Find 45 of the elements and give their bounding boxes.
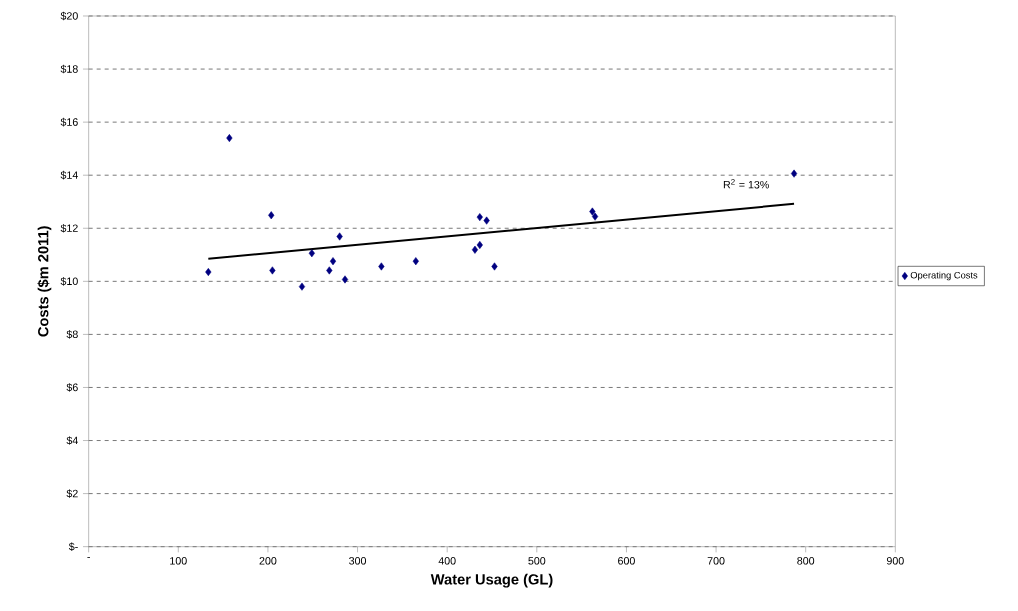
y-axis-title: Costs ($m 2011)	[37, 226, 52, 337]
point	[298, 282, 306, 291]
point	[308, 249, 315, 258]
x-tick-label: 700	[707, 557, 725, 565]
x-tick-label: 600	[618, 557, 635, 565]
point	[471, 245, 479, 254]
x-tick-label: 900	[886, 557, 904, 565]
point	[226, 134, 233, 143]
point	[790, 169, 798, 178]
y-tick-label: $6	[66, 383, 78, 392]
y-tick-label: $16	[60, 117, 78, 127]
y-tick-label: $20	[60, 11, 78, 21]
point	[476, 240, 483, 249]
y-tick-label: $4	[66, 436, 78, 445]
x-tick-label: 800	[797, 557, 815, 565]
annotation: R$^{2}$ = 13%	[723, 179, 769, 189]
point	[589, 207, 596, 216]
y-tick-label: $10	[60, 277, 78, 286]
point	[476, 213, 483, 222]
point	[491, 262, 498, 271]
y-tick-label: $14	[60, 170, 78, 180]
y-tick-label: $2	[66, 489, 78, 498]
x-axis-title: Water Usage (GL)	[430, 573, 553, 588]
point	[336, 232, 343, 241]
point	[268, 211, 275, 220]
y-tick-label: $8	[66, 330, 78, 339]
x-tick-label: 100	[170, 557, 187, 565]
point	[483, 216, 490, 225]
x-tick-label: 200	[259, 557, 277, 565]
point	[592, 212, 599, 221]
point	[412, 257, 419, 266]
point	[378, 262, 385, 271]
x-tick-label: -	[87, 557, 90, 558]
y-tick-label: $18	[60, 64, 78, 74]
point	[269, 266, 276, 275]
x-tick-label: 300	[349, 557, 367, 565]
point	[205, 268, 212, 277]
y-tick-label: $-	[68, 542, 78, 551]
x-tick-label: 400	[438, 557, 456, 565]
y-tick-label: $12	[60, 223, 78, 233]
x-tick-label: 500	[528, 557, 546, 565]
point	[341, 275, 349, 284]
point	[326, 266, 333, 275]
point	[329, 257, 337, 266]
legend-label: Operating Costs	[910, 271, 978, 281]
